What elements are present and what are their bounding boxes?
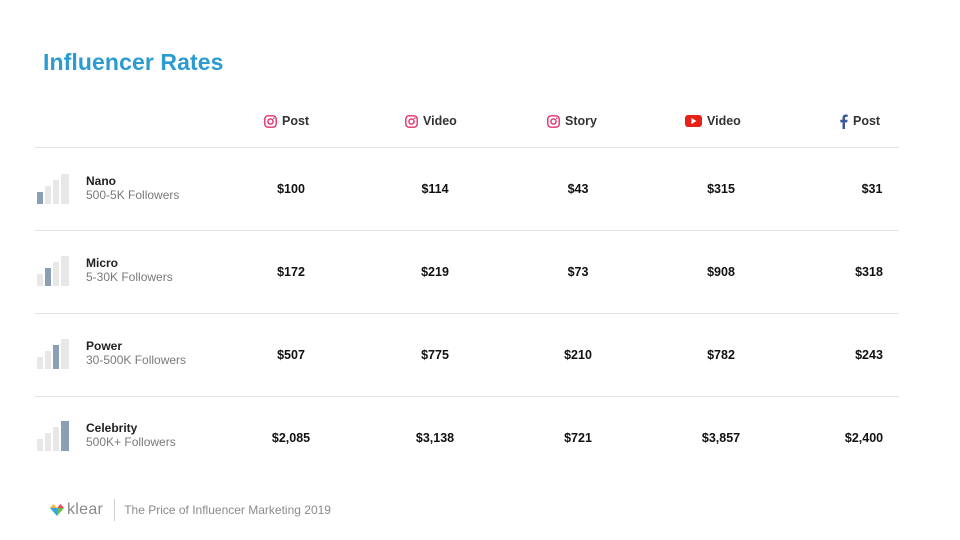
klear-logo-icon (50, 504, 64, 516)
tier-followers: 500K+ Followers (86, 435, 176, 449)
row-divider (35, 147, 899, 148)
rate-cell: $2,400 (844, 431, 884, 445)
column-label: Post (853, 114, 881, 128)
rate-cell: $73 (567, 265, 589, 279)
level-bar (61, 339, 69, 369)
tier-power: Power 30-500K Followers (35, 337, 255, 373)
rate-cell: $507 (277, 348, 305, 362)
facebook-icon (840, 114, 848, 129)
level-bar (45, 433, 51, 451)
rate-cell: $210 (564, 348, 592, 362)
level-bar (37, 192, 43, 204)
rate-cell: $3,857 (701, 431, 741, 445)
row-divider (35, 396, 899, 397)
tier-name: Micro (86, 256, 119, 270)
page-title: Influencer Rates (43, 49, 224, 75)
rate-cell: $315 (707, 182, 735, 196)
column-label: Video (423, 114, 457, 128)
rate-cell: $219 (421, 265, 449, 279)
instagram-icon (405, 114, 418, 128)
level-bar (53, 262, 59, 286)
tier-level-icon (37, 421, 69, 451)
column-header-facebook-post: Post (839, 111, 880, 131)
footer-tagline: The Price of Influencer Marketing 2019 (124, 503, 331, 517)
tier-level-icon (37, 256, 69, 286)
rate-cell: $318 (855, 265, 883, 279)
rate-cell: $43 (567, 182, 589, 196)
level-bar (53, 427, 59, 451)
level-bar (53, 345, 59, 369)
footer-divider (114, 499, 116, 521)
level-bar (45, 351, 51, 369)
tier-micro: Micro 5-30K Followers (35, 254, 255, 290)
tier-level-icon (37, 174, 69, 204)
tier-followers: 30-500K Followers (86, 353, 187, 367)
tier-followers: 5-30K Followers (86, 270, 173, 284)
rate-cell: $100 (277, 182, 305, 196)
tier-name: Power (86, 339, 123, 353)
rate-cell: $114 (421, 182, 449, 196)
level-bar (45, 186, 51, 204)
column-header-youtube-video: Video (685, 111, 741, 131)
level-bar (37, 357, 43, 369)
level-bar (45, 268, 51, 286)
rate-cell: $31 (861, 182, 883, 196)
column-header-instagram-story: Story (547, 111, 597, 131)
level-bar (37, 274, 43, 286)
column-label: Post (282, 114, 310, 128)
level-bar (53, 180, 59, 204)
rate-cell: $172 (277, 265, 305, 279)
row-divider (35, 313, 899, 314)
tier-nano: Nano 500-5K Followers (35, 172, 255, 208)
level-bar (37, 439, 43, 451)
tier-celebrity: Celebrity 500K+ Followers (35, 419, 255, 455)
rate-cell: $2,085 (271, 431, 311, 445)
rate-cell: $775 (421, 348, 449, 362)
tier-followers: 500-5K Followers (86, 188, 180, 202)
column-label: Story (565, 114, 597, 128)
tier-name: Celebrity (86, 421, 138, 435)
tier-level-icon (37, 339, 69, 369)
instagram-icon (547, 114, 560, 128)
rate-cell: $3,138 (415, 431, 455, 445)
column-header-instagram-post: Post (264, 111, 309, 131)
row-divider (35, 230, 899, 231)
rate-cell: $243 (855, 348, 883, 362)
level-bar (61, 421, 69, 451)
level-bar (61, 174, 69, 204)
tier-name: Nano (86, 174, 116, 188)
column-label: Video (707, 114, 741, 128)
brand-name: klear (67, 501, 104, 518)
level-bar (61, 256, 69, 286)
rate-cell: $908 (707, 265, 735, 279)
footer: klear The Price of Influencer Marketing … (50, 498, 331, 522)
column-header-instagram-video: Video (405, 111, 457, 131)
youtube-icon (685, 115, 702, 127)
rate-cell: $721 (564, 431, 592, 445)
instagram-icon (264, 114, 277, 128)
rate-cell: $782 (707, 348, 735, 362)
